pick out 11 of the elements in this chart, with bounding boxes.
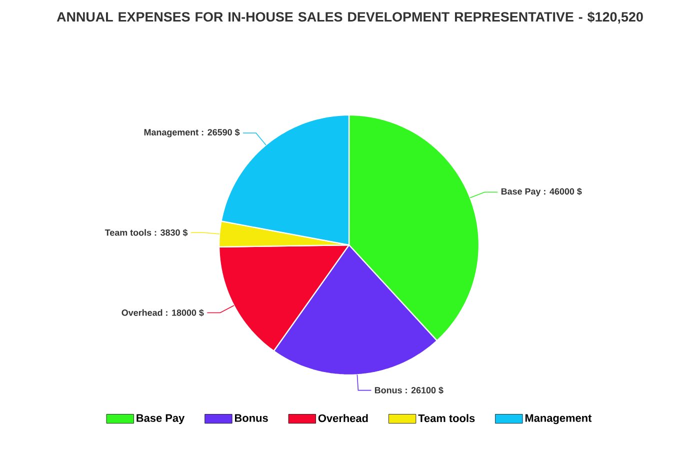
legend-label: Overhead — [318, 414, 368, 422]
data-label: Management : 26590 $ — [144, 128, 240, 138]
legend-label: Bonus — [234, 414, 268, 422]
data-label: Overhead : 18000 $ — [122, 309, 204, 316]
data-label: Base Pay : 46000 $ — [501, 188, 582, 196]
chart-title: ANNUAL EXPENSES FOR IN-HOUSE SALES DEVELOPMENT REPRESENTATIVE - $120,520 — [56, 12, 643, 24]
legend-label: Team tools — [418, 414, 475, 422]
legend-label: Management — [525, 414, 592, 424]
data-label: Team tools : 3830 $ — [104, 229, 188, 236]
legend-label: Base Pay — [136, 414, 185, 424]
data-label: Bonus : 26100 $ — [374, 386, 444, 394]
